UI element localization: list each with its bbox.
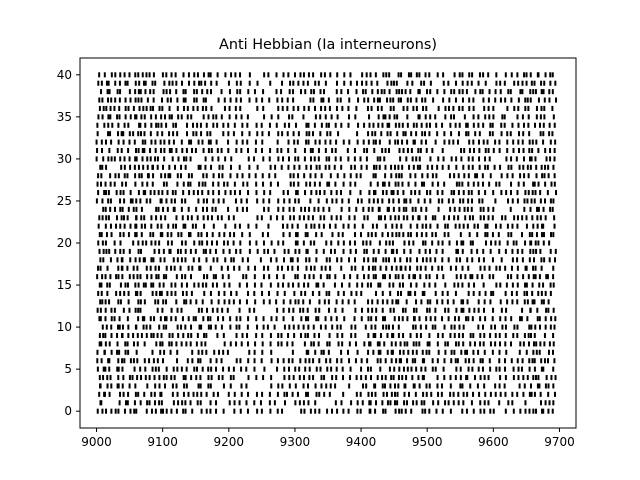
chart-title: Anti Hebbian (Ia interneurons): [219, 37, 437, 53]
y-tick-label: 35: [57, 110, 72, 124]
x-tick-label: 9300: [280, 435, 311, 449]
x-tick-label: 9500: [412, 435, 443, 449]
x-tick-label: 9100: [147, 435, 178, 449]
x-tick-label: 9700: [544, 435, 575, 449]
y-tick-label: 5: [64, 362, 72, 376]
plot-frame: [79, 57, 577, 429]
spike-raster: [95, 72, 558, 414]
y-tick-label: 40: [57, 68, 72, 82]
x-tick-label: 9600: [478, 435, 509, 449]
y-tick-label: 10: [57, 320, 72, 334]
x-tick-label: 9200: [214, 435, 245, 449]
y-tick-label: 15: [57, 278, 72, 292]
y-tick-label: 25: [57, 194, 72, 208]
y-tick-label: 0: [64, 404, 72, 418]
x-tick-label: 9000: [81, 435, 112, 449]
y-axis: 0 5 10 15 20 25 30 35 40: [57, 68, 80, 418]
x-tick-label: 9400: [346, 435, 377, 449]
y-tick-label: 20: [57, 236, 72, 250]
x-axis: 9000 9100 9200 9300 9400 9500 9600 9700: [81, 428, 575, 449]
y-tick-label: 30: [57, 152, 72, 166]
